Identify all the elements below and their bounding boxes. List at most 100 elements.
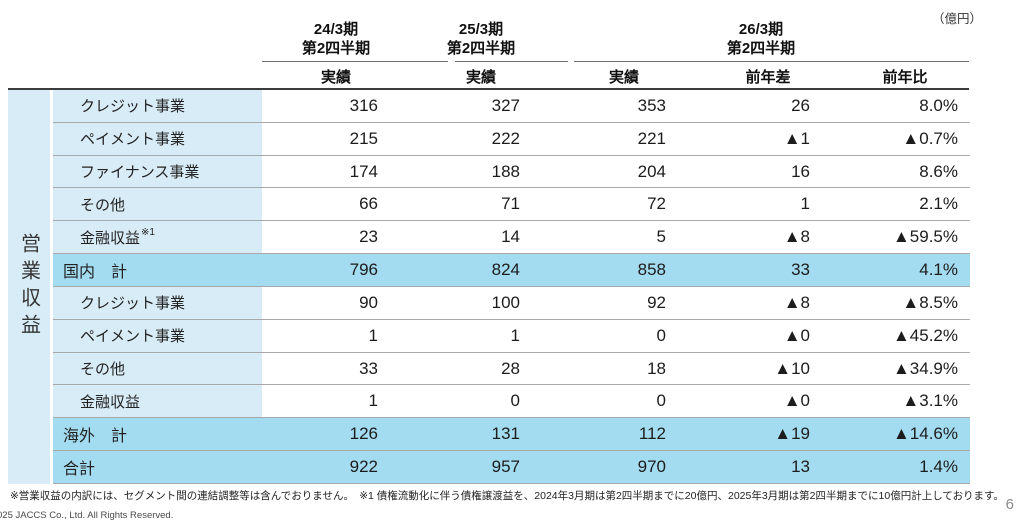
sub-header-yoy-diff: 前年差 bbox=[745, 68, 791, 86]
period-header-line1: 26/3期 bbox=[738, 21, 784, 38]
period-header-line2: 第2四半期 bbox=[446, 40, 516, 57]
copyright: 025 JACCS Co., Ltd. All Rights Reserved. bbox=[0, 510, 174, 521]
sub-header-yoy-ratio: 前年比 bbox=[882, 68, 928, 86]
table-row: 金融収益 1 0 0 ▲0 ▲3.1% bbox=[53, 385, 970, 419]
row-label-cell: その他 bbox=[53, 352, 262, 385]
sub-header-actual-24-3: 実績 bbox=[320, 68, 351, 86]
cell-value: 204 bbox=[637, 161, 666, 181]
cell-value: ▲8 bbox=[783, 227, 810, 247]
period-header-26-3: 26/3期 第2四半期 bbox=[552, 20, 970, 58]
row-label: 合計 bbox=[63, 461, 96, 479]
cell-value: 112 bbox=[638, 424, 666, 444]
cell-value: 0 bbox=[510, 391, 520, 411]
cell-value: 0 bbox=[656, 325, 666, 345]
row-label: クレジット事業 bbox=[80, 98, 186, 116]
cell-value: ▲0 bbox=[783, 391, 810, 411]
row-label: 海外 計 bbox=[63, 428, 128, 446]
cell-value: 131 bbox=[491, 424, 520, 444]
cell-value: 222 bbox=[491, 128, 520, 148]
row-label: ファイナンス事業 bbox=[80, 164, 200, 182]
row-label-cell: 合計 bbox=[53, 451, 262, 483]
row-label-cell: 海外 計 bbox=[53, 418, 262, 450]
row-label-sup: ※1 bbox=[141, 226, 155, 238]
table-row: 海外 計 126 131 112 ▲19 ▲14.6% bbox=[53, 418, 970, 452]
cell-value: 1 bbox=[800, 194, 810, 214]
cell-value: 796 bbox=[349, 260, 378, 280]
cell-value: ▲3.1% bbox=[902, 391, 958, 411]
row-label-cell: ペイメント事業 bbox=[53, 122, 262, 155]
cell-value: 221 bbox=[637, 128, 666, 148]
cell-value: 66 bbox=[359, 194, 378, 214]
row-label-cell: 金融収益 bbox=[53, 385, 262, 418]
unit-label: （億円） bbox=[931, 12, 982, 26]
table-row: クレジット事業 90 100 92 ▲8 ▲8.5% bbox=[53, 286, 970, 320]
table-row: その他 33 28 18 ▲10 ▲34.9% bbox=[53, 352, 970, 386]
cell-value: ▲34.9% bbox=[892, 358, 958, 378]
row-label: 国内 計 bbox=[63, 264, 128, 282]
cell-value: 100 bbox=[491, 292, 520, 312]
sub-header-actual-26-3: 実績 bbox=[608, 68, 639, 86]
table-row: 国内 計 796 824 858 33 4.1% bbox=[53, 254, 970, 287]
cell-value: 2.1% bbox=[919, 194, 958, 214]
cell-value: ▲0.7% bbox=[902, 128, 958, 148]
row-label-cell: ペイメント事業 bbox=[53, 319, 262, 352]
table-row: 金融収益 ※1 23 14 5 ▲8 ▲59.5% bbox=[53, 221, 970, 255]
cell-value: 92 bbox=[647, 292, 666, 312]
row-label-cell: 国内 計 bbox=[53, 254, 262, 286]
row-label-cell: クレジット事業 bbox=[53, 90, 262, 122]
row-label-cell: クレジット事業 bbox=[53, 286, 262, 319]
row-label: その他 bbox=[80, 196, 126, 214]
cell-value: ▲0 bbox=[783, 325, 810, 345]
cell-value: 1 bbox=[368, 325, 378, 345]
table-row: クレジット事業 316 327 353 26 8.0% bbox=[53, 90, 970, 123]
cell-value: 14 bbox=[501, 227, 520, 247]
cell-value: 188 bbox=[491, 161, 520, 181]
row-label: 金融収益 bbox=[80, 229, 141, 247]
row-label: ペイメント事業 bbox=[80, 328, 186, 346]
cell-value: 28 bbox=[501, 358, 520, 378]
table-row: ペイメント事業 215 222 221 ▲1 ▲0.7% bbox=[53, 122, 970, 156]
page-number: 6 bbox=[1005, 496, 1014, 513]
cell-value: ▲8 bbox=[783, 292, 810, 312]
footnote: ※営業収益の内訳には、セグメント間の連結調整等は含んでおりません。 ※1 債権流… bbox=[10, 490, 1005, 502]
cell-value: 23 bbox=[359, 227, 378, 247]
cell-value: 8.0% bbox=[919, 95, 958, 115]
cell-value: 16 bbox=[791, 161, 810, 181]
header-rule-1 bbox=[262, 61, 448, 62]
cell-value: 824 bbox=[491, 260, 520, 280]
cell-value: 71 bbox=[501, 194, 520, 214]
table-row: ファイナンス事業 174 188 204 16 8.6% bbox=[53, 155, 970, 189]
header-rule-3 bbox=[574, 61, 969, 62]
period-header-line2: 第2四半期 bbox=[726, 40, 796, 57]
cell-value: 970 bbox=[637, 457, 666, 477]
header-bottom-rule bbox=[8, 88, 969, 90]
table-body: クレジット事業 316 327 353 26 8.0% ペイメント事業 215 … bbox=[53, 90, 970, 484]
cell-value: 1 bbox=[510, 325, 520, 345]
cell-value: 174 bbox=[349, 161, 378, 181]
period-header-25-3: 25/3期 第2四半期 bbox=[410, 20, 552, 58]
cell-value: ▲8.5% bbox=[902, 292, 958, 312]
row-label-cell: 金融収益 ※1 bbox=[53, 221, 262, 254]
cell-value: ▲1 bbox=[783, 128, 810, 148]
cell-value: 5 bbox=[656, 227, 666, 247]
table-row: 合計 922 957 970 13 1.4% bbox=[53, 451, 970, 484]
cell-value: 316 bbox=[349, 95, 378, 115]
row-label-cell: ファイナンス事業 bbox=[53, 155, 262, 188]
cell-value: ▲59.5% bbox=[892, 227, 958, 247]
cell-value: 18 bbox=[647, 358, 666, 378]
period-header-line2: 第2四半期 bbox=[301, 40, 371, 57]
period-header-line1: 24/3期 bbox=[313, 21, 359, 38]
cell-value: 327 bbox=[491, 95, 520, 115]
cell-value: 957 bbox=[491, 457, 520, 477]
operating-revenue-axis-column: 営業収益 bbox=[8, 90, 50, 484]
cell-value: 13 bbox=[791, 457, 810, 477]
cell-value: 353 bbox=[637, 95, 666, 115]
row-label: クレジット事業 bbox=[80, 295, 186, 313]
cell-value: ▲10 bbox=[774, 358, 810, 378]
cell-value: 72 bbox=[647, 194, 666, 214]
cell-value: 126 bbox=[349, 424, 378, 444]
cell-value: 33 bbox=[791, 260, 810, 280]
cell-value: 0 bbox=[656, 391, 666, 411]
row-label: その他 bbox=[80, 361, 126, 379]
sub-header-actual-25-3: 実績 bbox=[465, 68, 496, 86]
